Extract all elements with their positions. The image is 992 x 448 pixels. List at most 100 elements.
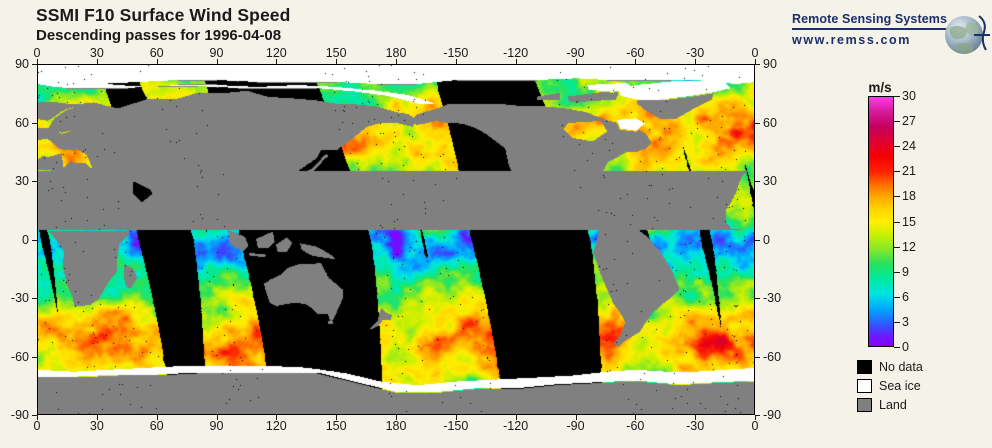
axis-tick-label-left: 30 (1, 174, 29, 188)
axis-tick-mark-top (396, 59, 397, 64)
logo-text: Remote Sensing Systems www.remss.com (792, 12, 950, 47)
colorbar-tick-mark (894, 171, 900, 172)
axis-tick-label-top: -60 (626, 46, 644, 60)
axis-tick-mark-bottom (217, 415, 218, 420)
colorbar-tick-label: 30 (902, 89, 916, 103)
axis-tick-label-bottom: 60 (150, 419, 164, 433)
colorbar-tick-label: 21 (902, 164, 916, 178)
axis-tick-label-bottom: 0 (752, 419, 759, 433)
colorbar-tick-label: 24 (902, 139, 916, 153)
page-title: SSMI F10 Surface Wind Speed (36, 4, 290, 26)
colorbar-gradient (868, 96, 894, 347)
axis-tick-mark-bottom (37, 415, 38, 420)
axis-tick-mark-left (32, 181, 37, 182)
axis-tick-label-bottom: -60 (626, 419, 644, 433)
axis-tick-label-top: -120 (503, 46, 528, 60)
axis-tick-mark-right (755, 64, 760, 65)
axis-tick-label-left: -60 (1, 350, 29, 364)
axis-tick-label-bottom: -150 (443, 419, 468, 433)
axis-tick-mark-right (755, 123, 760, 124)
axis-tick-label-top: -150 (443, 46, 468, 60)
axis-tick-mark-left (32, 123, 37, 124)
axis-tick-mark-right (755, 181, 760, 182)
colorbar-tick-mark (894, 247, 900, 248)
colorbar-tick-mark (894, 297, 900, 298)
colorbar-tick-mark (894, 146, 900, 147)
axis-tick-label-right: 0 (763, 233, 770, 247)
logo-website-url: www.remss.com (792, 33, 950, 47)
axis-tick-mark-bottom (157, 415, 158, 420)
axis-tick-mark-right (755, 298, 760, 299)
colorbar-tick-mark (894, 196, 900, 197)
axis-tick-label-bottom: 180 (386, 419, 407, 433)
axis-tick-label-bottom: 120 (266, 419, 287, 433)
colorbar-tick-label: 0 (902, 340, 909, 354)
axis-tick-label-bottom: 0 (34, 419, 41, 433)
axis-tick-label-bottom: 30 (90, 419, 104, 433)
axis-tick-label-right: -30 (763, 291, 781, 305)
colorbar-tick-mark (894, 222, 900, 223)
colorbar-tick-label: 27 (902, 114, 916, 128)
colorbar-tick-mark (894, 121, 900, 122)
axis-tick-mark-left (32, 240, 37, 241)
axis-tick-label-top: -90 (566, 46, 584, 60)
colorbar-tick-label: 6 (902, 290, 909, 304)
axis-tick-mark-bottom (576, 415, 577, 420)
axis-tick-mark-top (336, 59, 337, 64)
legend-label: Land (879, 398, 907, 412)
axis-tick-label-top: 120 (266, 46, 287, 60)
axis-tick-label-left: -90 (1, 408, 29, 422)
axis-tick-mark-top (276, 59, 277, 64)
axis-tick-label-top: 0 (34, 46, 41, 60)
axis-tick-mark-top (456, 59, 457, 64)
colorbar-tick-label: 12 (902, 240, 916, 254)
axis-tick-mark-right (755, 240, 760, 241)
axis-tick-mark-top (97, 59, 98, 64)
axis-tick-mark-bottom (516, 415, 517, 420)
wind-speed-map[interactable] (37, 64, 755, 415)
axis-tick-label-top: 180 (386, 46, 407, 60)
axis-tick-label-bottom: -30 (686, 419, 704, 433)
map-legend: No data Sea ice Land (857, 358, 923, 415)
axis-tick-label-right: 60 (763, 116, 777, 130)
axis-tick-mark-bottom (97, 415, 98, 420)
axis-tick-mark-top (37, 59, 38, 64)
axis-tick-label-bottom: -120 (503, 419, 528, 433)
logo-divider (792, 28, 949, 30)
colorbar-tick-mark (894, 96, 900, 97)
axis-tick-mark-left (32, 64, 37, 65)
axis-tick-label-top: 60 (150, 46, 164, 60)
axis-tick-label-left: 90 (1, 57, 29, 71)
legend-swatch (857, 379, 872, 393)
axis-tick-mark-bottom (276, 415, 277, 420)
legend-item: No data (857, 358, 923, 375)
legend-item: Sea ice (857, 377, 923, 394)
axis-tick-mark-top (635, 59, 636, 64)
title-block: SSMI F10 Surface Wind Speed Descending p… (36, 4, 290, 46)
legend-item: Land (857, 396, 923, 413)
axis-tick-mark-right (755, 357, 760, 358)
axis-tick-mark-bottom (336, 415, 337, 420)
axis-tick-label-top: 150 (326, 46, 347, 60)
page-subtitle: Descending passes for 1996-04-08 (36, 26, 290, 46)
axis-tick-label-bottom: 90 (210, 419, 224, 433)
colorbar-tick-mark (894, 347, 900, 348)
axis-tick-mark-top (217, 59, 218, 64)
axis-tick-label-bottom: 150 (326, 419, 347, 433)
colorbar-tick-label: 3 (902, 315, 909, 329)
legend-swatch (857, 398, 872, 412)
logo-organization-name: Remote Sensing Systems (792, 12, 950, 26)
axis-tick-label-right: -90 (763, 408, 781, 422)
globe-icon (938, 8, 992, 62)
axis-tick-mark-bottom (396, 415, 397, 420)
axis-tick-label-bottom: -90 (566, 419, 584, 433)
axis-tick-mark-bottom (456, 415, 457, 420)
colorbar-tick-label: 15 (902, 215, 916, 229)
map-canvas[interactable] (38, 65, 755, 415)
axis-tick-label-left: 0 (1, 233, 29, 247)
axis-tick-mark-top (695, 59, 696, 64)
axis-tick-label-top: 30 (90, 46, 104, 60)
axis-tick-label-top: 90 (210, 46, 224, 60)
remss-logo[interactable]: Remote Sensing Systems www.remss.com (792, 8, 988, 64)
axis-tick-mark-left (32, 415, 37, 416)
